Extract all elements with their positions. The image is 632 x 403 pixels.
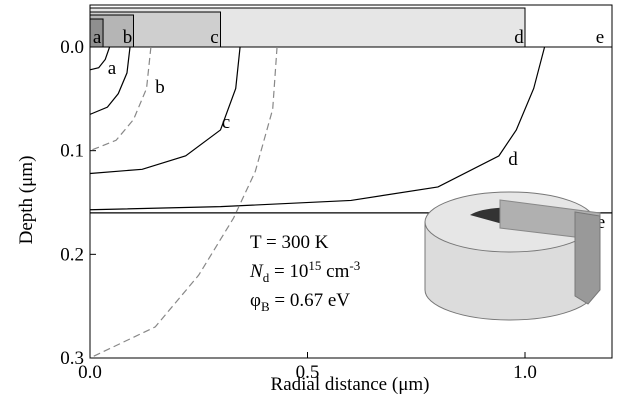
curve: [89, 46, 241, 175]
annotation-part: T = 300 K: [250, 232, 329, 253]
annotation-part: -3: [349, 258, 360, 273]
curve-label: e: [597, 212, 605, 233]
inset-illustration: [424, 191, 601, 321]
annotation-part: cm: [321, 261, 349, 282]
annotation-line: φB = 0.67 eV: [250, 290, 350, 314]
curve-label: c: [222, 112, 230, 133]
curve-label: b: [155, 77, 165, 98]
y-tick-label: 0.3: [60, 348, 84, 369]
x-axis-label: Radial distance (μm): [271, 374, 430, 395]
dashed-curve: [89, 46, 152, 152]
y-axis-label: Depth (μm): [16, 156, 37, 245]
x-tick-label: 0.0: [78, 362, 102, 383]
curve: [89, 46, 131, 115]
annotation-part: φ: [250, 290, 261, 311]
x-tick-label: 1.0: [513, 362, 537, 383]
electrode-label: d: [514, 27, 524, 48]
x-tick-label: 0.5: [296, 362, 320, 383]
annotation-part: = 0.67 eV: [270, 290, 351, 311]
plot-frame: [89, 46, 613, 359]
curve: [89, 46, 546, 211]
annotation-block: T = 300 K Nd = 1015 cm-3 φB = 0.67 eV: [249, 232, 360, 314]
annotation-line: T = 300 K: [250, 232, 329, 253]
cut-plane: [574, 211, 601, 305]
dashed-curve: [89, 46, 278, 359]
electrode-label: e: [596, 27, 604, 48]
electrode-label: a: [93, 27, 102, 48]
y-tick-label: 0.0: [60, 37, 84, 58]
annotation-part: = 10: [269, 261, 308, 282]
y-tick-label: 0.2: [60, 244, 84, 265]
plot-layer: 0.0 0.5 1.0 0.0 0.1 0.2 0.3 a b c d e: [60, 37, 612, 383]
y-tick-label: 0.1: [60, 141, 84, 162]
electrode-label: b: [123, 27, 133, 48]
annotation-line: Nd = 1015 cm-3: [249, 258, 360, 285]
curve-label: a: [108, 58, 117, 79]
curve: [89, 46, 111, 71]
annotation-part: 15: [308, 258, 321, 273]
annotation-part: N: [249, 261, 264, 282]
annotation-part: d: [263, 270, 270, 285]
curve-label: d: [508, 149, 518, 170]
annotation-part: B: [261, 299, 270, 314]
electrode-label: c: [210, 27, 218, 48]
